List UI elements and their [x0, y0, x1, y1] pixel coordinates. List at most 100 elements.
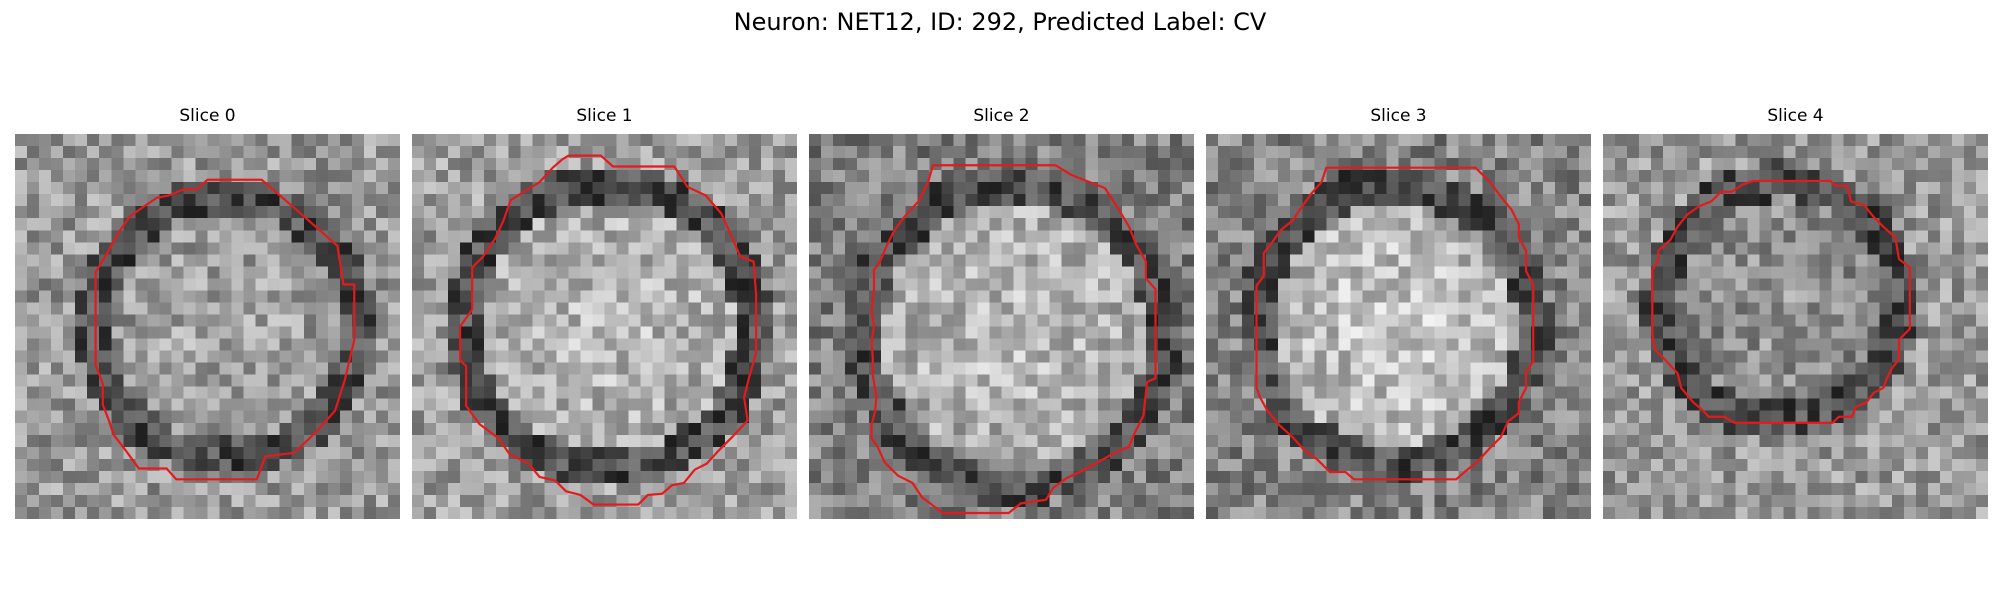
image-pixel — [387, 230, 400, 243]
image-pixel — [171, 350, 184, 363]
image-pixel — [1975, 242, 1988, 255]
image-pixel — [1374, 254, 1387, 267]
image-pixel — [1133, 218, 1147, 231]
image-pixel — [15, 338, 28, 351]
image-pixel — [195, 134, 208, 147]
image-pixel — [616, 290, 629, 303]
image-pixel — [1554, 254, 1568, 267]
image-pixel — [436, 302, 449, 315]
image-pixel — [231, 134, 244, 147]
image-pixel — [1855, 302, 1868, 315]
image-pixel — [568, 470, 581, 484]
image-pixel — [1025, 266, 1038, 279]
image-pixel — [508, 350, 521, 363]
image-pixel — [1615, 398, 1628, 411]
image-pixel — [1001, 146, 1014, 159]
image-pixel — [183, 158, 196, 171]
image-pixel — [508, 422, 521, 436]
image-pixel — [1975, 266, 1988, 279]
image-pixel — [1181, 350, 1194, 363]
image-pixel — [315, 482, 329, 496]
image-pixel — [857, 506, 870, 519]
image-pixel — [1013, 422, 1026, 436]
image-pixel — [772, 434, 786, 448]
image-pixel — [664, 350, 677, 363]
image-pixel — [592, 398, 605, 411]
image-pixel — [1723, 362, 1736, 375]
image-pixel — [1302, 350, 1315, 363]
image-pixel — [1542, 374, 1556, 387]
image-pixel — [1290, 170, 1303, 183]
image-pixel — [1181, 506, 1194, 519]
image-pixel — [327, 254, 341, 267]
image-pixel — [1735, 290, 1748, 303]
image-pixel — [1747, 314, 1760, 327]
image-pixel — [1735, 422, 1748, 436]
image-pixel — [1242, 182, 1255, 195]
image-pixel — [1675, 134, 1688, 147]
image-pixel — [1338, 302, 1351, 315]
image-pixel — [1085, 494, 1098, 508]
image-pixel — [51, 422, 64, 436]
image-pixel — [63, 470, 76, 484]
image-pixel — [1566, 470, 1580, 484]
image-pixel — [412, 326, 425, 339]
image-pixel — [929, 446, 942, 460]
image-pixel — [1025, 398, 1038, 411]
image-pixel — [1338, 182, 1351, 195]
image-pixel — [941, 398, 954, 411]
image-pixel — [99, 314, 112, 327]
image-pixel — [1879, 410, 1892, 423]
image-pixel — [1470, 254, 1483, 267]
image-pixel — [1434, 242, 1447, 255]
image-pixel — [1386, 482, 1399, 496]
image-pixel — [1939, 182, 1953, 195]
image-pixel — [556, 506, 569, 519]
image-pixel — [1230, 230, 1243, 243]
image-pixel — [520, 482, 533, 496]
image-pixel — [520, 242, 533, 255]
image-pixel — [1085, 134, 1098, 147]
image-pixel — [1831, 362, 1844, 375]
image-pixel — [1386, 206, 1399, 219]
image-pixel — [75, 338, 88, 351]
image-pixel — [267, 374, 280, 387]
image-pixel — [1169, 398, 1183, 411]
image-pixel — [1169, 434, 1183, 448]
image-pixel — [1049, 434, 1062, 448]
image-pixel — [243, 386, 256, 399]
image-pixel — [1566, 194, 1580, 207]
image-pixel — [63, 410, 76, 423]
image-pixel — [231, 434, 244, 448]
image-pixel — [1482, 446, 1495, 460]
image-pixel — [99, 350, 112, 363]
image-pixel — [1061, 446, 1074, 460]
image-pixel — [1675, 446, 1688, 460]
image-pixel — [1699, 170, 1712, 183]
image-pixel — [303, 218, 317, 231]
image-pixel — [231, 458, 244, 472]
image-pixel — [544, 314, 557, 327]
image-pixel — [255, 194, 268, 207]
image-pixel — [1879, 398, 1892, 411]
image-pixel — [1759, 254, 1772, 267]
image-pixel — [760, 134, 774, 147]
image-pixel — [1145, 494, 1159, 508]
image-pixel — [965, 266, 978, 279]
image-pixel — [1386, 146, 1399, 159]
image-pixel — [1073, 134, 1086, 147]
image-pixel — [1025, 290, 1038, 303]
image-pixel — [676, 506, 689, 519]
image-pixel — [640, 314, 653, 327]
image-pixel — [1025, 422, 1038, 436]
image-pixel — [1566, 218, 1580, 231]
image-pixel — [1963, 338, 1977, 351]
image-pixel — [869, 194, 882, 207]
image-pixel — [1410, 482, 1423, 496]
image-pixel — [147, 398, 160, 411]
image-pixel — [1037, 410, 1050, 423]
image-pixel — [315, 374, 329, 387]
image-pixel — [784, 302, 797, 315]
image-pixel — [1049, 338, 1062, 351]
image-pixel — [1278, 158, 1291, 171]
